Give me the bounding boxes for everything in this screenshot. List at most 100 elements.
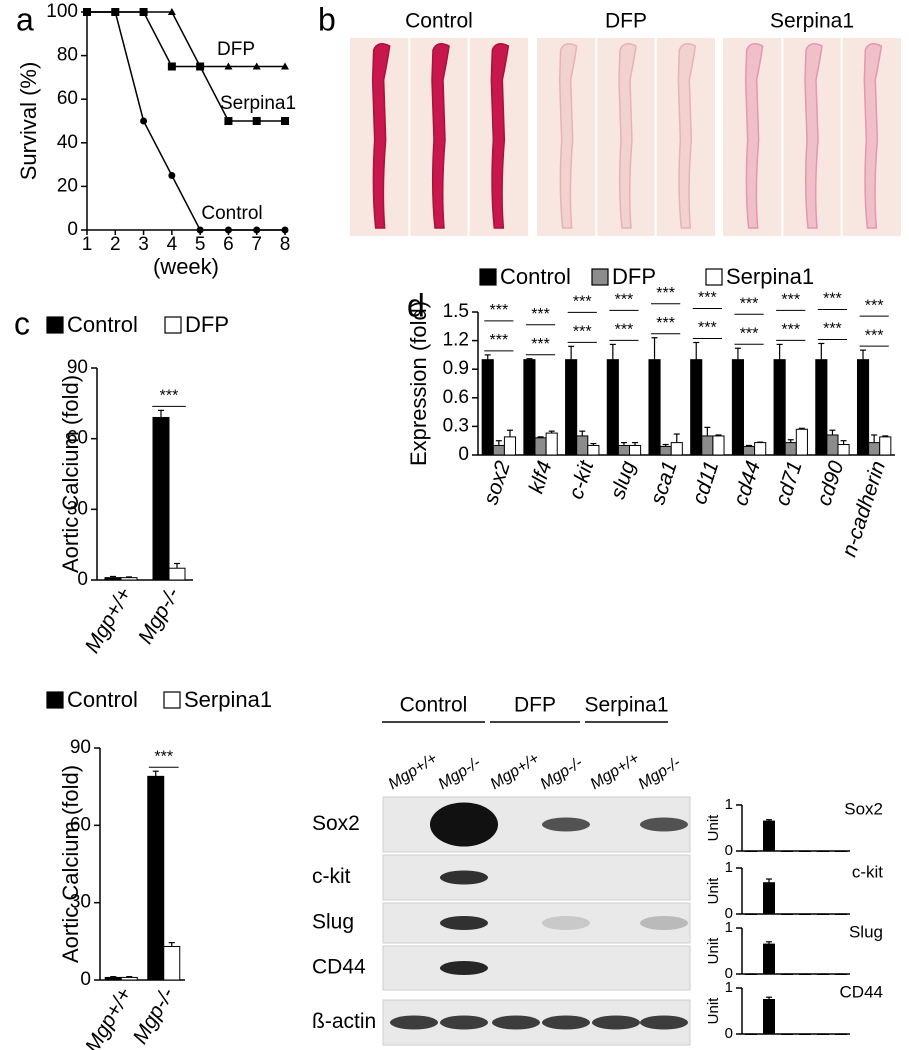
x-tick-label: 8 <box>280 234 291 255</box>
blot-band <box>640 817 688 832</box>
blot-strip <box>382 854 691 901</box>
x-tick-label: cd44 <box>729 458 765 508</box>
bar <box>492 444 505 456</box>
y-tick-label: 0 <box>725 965 733 982</box>
error-bar <box>126 576 132 578</box>
sig-label: *** <box>698 290 717 307</box>
error-bar <box>882 435 889 437</box>
bar <box>763 882 775 915</box>
bar <box>648 359 661 456</box>
y-tick-label: 30 <box>67 498 88 519</box>
x-tick-label: cd90 <box>813 458 849 509</box>
y-tick-label: 90 <box>67 357 88 378</box>
panel-letter: c <box>14 305 30 341</box>
y-tick-label: 1 <box>725 859 733 876</box>
blot-band <box>440 916 488 930</box>
error-bar <box>506 429 513 437</box>
marker <box>167 62 176 71</box>
error-bar <box>693 341 700 360</box>
panel-letter: d <box>407 287 425 323</box>
bar <box>879 436 892 456</box>
bar <box>868 442 881 456</box>
x-tick-label: sca1 <box>646 458 682 507</box>
error-bar <box>860 349 867 360</box>
y-tick-label: 60 <box>70 814 91 835</box>
y-tick-label: 80 <box>57 45 78 66</box>
x-tick-label: Mgp-/- <box>134 584 184 648</box>
error-bar <box>110 575 116 578</box>
blot-band <box>542 817 590 832</box>
blot-group-label: Serpina1 <box>584 694 668 717</box>
bar <box>754 442 767 456</box>
error-bar <box>840 440 847 445</box>
sig-label: *** <box>154 748 173 765</box>
bar <box>773 359 786 456</box>
error-bar <box>526 358 533 360</box>
y-tick-label: 0.6 <box>443 387 469 408</box>
error-bar <box>568 345 575 360</box>
bar <box>503 436 517 456</box>
bar <box>826 434 839 456</box>
marker <box>111 8 119 16</box>
marker <box>168 172 176 179</box>
error-bar <box>495 440 502 446</box>
bar <box>763 820 775 852</box>
y-tick-label: 0 <box>725 842 733 859</box>
bar <box>587 444 600 456</box>
panel-letter: b <box>318 1 336 37</box>
series-line <box>87 11 285 231</box>
error-bar <box>548 430 555 434</box>
error-bar <box>746 444 753 447</box>
blot-band <box>542 916 590 930</box>
legend-label: DFP <box>185 312 229 337</box>
bar <box>606 359 619 456</box>
bar <box>629 444 642 456</box>
legend-swatch <box>479 268 497 286</box>
legend-label: Control <box>67 312 138 337</box>
bar <box>690 359 703 456</box>
bar <box>795 428 808 456</box>
x-axis-label: (week) <box>153 254 219 279</box>
sig-label: *** <box>160 388 179 405</box>
sig-label: *** <box>490 302 509 319</box>
error-bar <box>620 442 627 446</box>
sig-label: *** <box>615 292 634 309</box>
legend-label: DFP <box>612 264 656 289</box>
group-label: Serpina1 <box>770 10 854 33</box>
legend-swatch <box>705 268 723 286</box>
y-tick-label: 90 <box>70 737 91 758</box>
bar <box>147 775 165 981</box>
x-tick-label: Mgp+/+ <box>81 984 137 1050</box>
y-axis-label: Unit <box>705 997 722 1025</box>
legend-label: Control <box>500 264 571 289</box>
legend-swatch <box>164 316 182 334</box>
error-bar <box>609 343 616 360</box>
x-tick-label: 6 <box>223 234 234 255</box>
blot-group-label: Control <box>400 694 468 717</box>
sig-label: *** <box>698 320 717 337</box>
blot-strip <box>382 945 691 991</box>
error-bar <box>798 427 805 430</box>
blot-group-label: DFP <box>514 694 556 717</box>
bar <box>763 943 775 975</box>
x-tick-label: cd71 <box>771 458 807 508</box>
blot-strip <box>382 902 691 944</box>
sig-label: *** <box>740 325 759 342</box>
lane-label: Mgp+/+ <box>587 750 642 793</box>
error-bar <box>871 434 878 443</box>
bar <box>523 359 536 456</box>
error-bar <box>484 354 491 360</box>
marker <box>196 226 204 234</box>
y-tick-label: 60 <box>57 88 78 109</box>
error-bar <box>829 429 836 435</box>
aorta <box>618 43 637 229</box>
x-tick-label: 1 <box>82 234 93 255</box>
blot-band <box>440 1015 488 1030</box>
sig-label: *** <box>865 297 884 314</box>
blot-band <box>440 961 488 975</box>
aorta <box>558 43 578 229</box>
sig-label: *** <box>573 294 592 311</box>
marker <box>252 117 261 125</box>
y-tick-label: 0 <box>67 219 78 240</box>
bar <box>617 444 631 456</box>
